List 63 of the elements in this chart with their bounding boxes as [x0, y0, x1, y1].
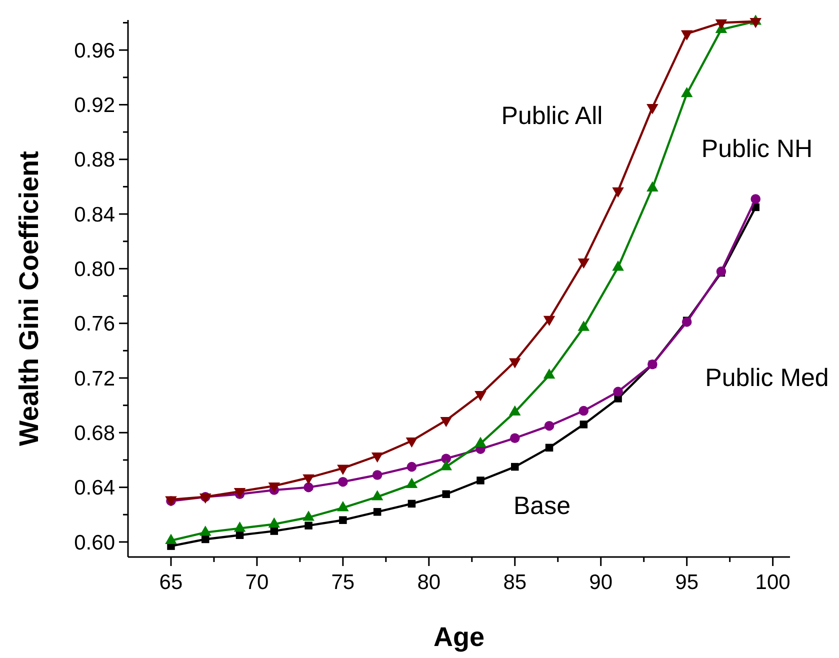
y-tick-label: 0.64	[74, 476, 116, 500]
series-label: Public All	[501, 102, 603, 130]
point	[234, 522, 246, 532]
x-tick-label: 100	[755, 571, 790, 594]
y-tick-label: 0.96	[74, 39, 115, 62]
x-tick-label: 65	[159, 571, 183, 594]
point	[511, 462, 519, 471]
y-tick-label: 0.80	[74, 258, 115, 282]
point	[372, 470, 382, 480]
point	[476, 476, 484, 484]
point	[337, 501, 349, 512]
series-label: Base	[514, 492, 570, 520]
point	[406, 478, 418, 488]
y-axis-title: Wealth Gini Coefficient	[14, 150, 44, 446]
point	[268, 517, 280, 528]
point	[302, 510, 314, 521]
y-tick-label: 0.72	[74, 367, 115, 390]
point	[545, 444, 554, 452]
point	[682, 317, 692, 327]
point	[373, 508, 382, 516]
point	[680, 30, 693, 40]
point	[578, 258, 590, 269]
point	[270, 527, 278, 535]
point	[750, 18, 762, 28]
point	[612, 187, 624, 198]
y-tick-label: 0.76	[74, 312, 115, 336]
point	[304, 522, 312, 530]
x-axis-title: Age	[433, 622, 485, 652]
point	[338, 476, 348, 487]
point	[339, 516, 347, 524]
y-tick-label: 0.60	[74, 531, 115, 554]
point	[236, 531, 244, 540]
point	[408, 500, 416, 508]
point	[440, 460, 452, 470]
point	[199, 526, 212, 536]
point	[750, 194, 760, 204]
y-tick-label: 0.68	[74, 422, 115, 446]
point	[442, 490, 450, 498]
x-tick-label: 80	[417, 571, 441, 594]
point	[165, 534, 177, 544]
y-tick-label: 0.88	[74, 148, 115, 172]
y-tick-label: 0.84	[74, 203, 116, 226]
point	[613, 386, 623, 397]
series-label: Public Med	[705, 364, 829, 392]
point	[646, 104, 658, 114]
x-tick-label: 85	[503, 571, 527, 594]
point	[580, 420, 588, 428]
x-tick-label: 70	[245, 571, 269, 594]
y-tick-label: 0.92	[74, 94, 115, 118]
point	[441, 454, 451, 464]
point	[371, 490, 384, 500]
point	[508, 358, 521, 368]
point	[406, 462, 417, 472]
series-label: Public NH	[701, 134, 813, 163]
x-tick-label: 90	[589, 571, 613, 594]
x-tick-label: 75	[331, 571, 355, 594]
point	[715, 19, 728, 30]
x-tick-label: 95	[675, 571, 699, 594]
point	[543, 316, 556, 326]
point	[578, 406, 589, 416]
point	[510, 433, 520, 443]
point	[544, 420, 554, 431]
point	[304, 482, 314, 492]
